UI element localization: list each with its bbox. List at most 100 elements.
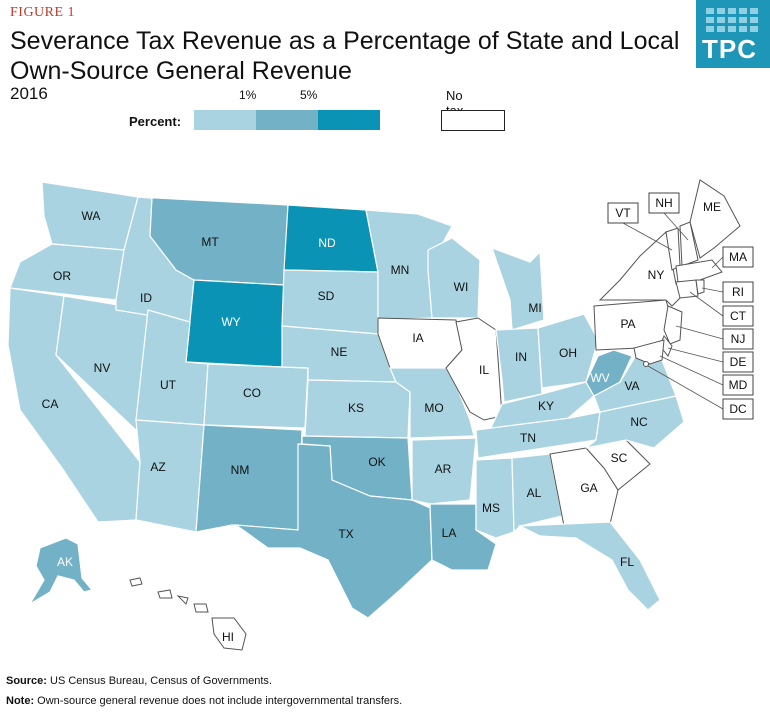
state-label-FL: FL xyxy=(620,555,634,569)
source-text: US Census Bureau, Census of Governments. xyxy=(50,675,272,687)
legend-swatch-low xyxy=(194,110,256,130)
legend-swatch-mid xyxy=(256,110,318,130)
state-IL[interactable] xyxy=(445,317,503,421)
state-label-NY: NY xyxy=(648,268,665,282)
callout-label-DE: DE xyxy=(730,355,747,369)
state-OR[interactable] xyxy=(9,243,125,301)
state-label-ID: ID xyxy=(140,291,152,305)
state-label-NV: NV xyxy=(94,361,111,375)
state-AR[interactable] xyxy=(411,437,477,505)
state-label-WV: WV xyxy=(590,371,609,385)
callout-line-CT xyxy=(689,291,724,317)
state-label-NM: NM xyxy=(231,463,250,477)
callout-line-NH xyxy=(663,212,689,241)
title-line-1: Severance Tax Revenue as a Percentage of… xyxy=(10,27,680,55)
legend-swatch-high xyxy=(318,110,380,130)
callout-box-DE xyxy=(722,351,754,373)
state-label-MI: MI xyxy=(528,301,541,315)
state-label-OH: OH xyxy=(559,346,577,360)
state-label-HI: HI xyxy=(222,630,234,644)
state-AK[interactable] xyxy=(29,537,94,605)
legend-swatch-none xyxy=(441,110,505,131)
state-label-AK: AK xyxy=(57,555,73,569)
title-line-2: Own-Source General Revenue xyxy=(10,57,352,85)
state-OH[interactable] xyxy=(537,313,599,389)
chart-subtitle-year: 2016 xyxy=(10,84,48,103)
callout-line-DC xyxy=(647,365,724,410)
state-ME[interactable] xyxy=(689,179,741,259)
footer-note: Note: Own-source general revenue does no… xyxy=(6,695,402,707)
state-label-SC: SC xyxy=(611,451,628,465)
state-FL[interactable] xyxy=(517,521,661,611)
callout-line-NJ xyxy=(675,325,724,340)
state-label-WY: WY xyxy=(221,315,240,329)
state-TX[interactable] xyxy=(233,443,433,619)
callout-box-VT xyxy=(607,202,639,224)
state-HI[interactable] xyxy=(129,577,247,651)
callout-box-MA xyxy=(722,246,754,268)
callout-box-NJ xyxy=(722,328,754,350)
state-WV[interactable] xyxy=(585,349,633,397)
callout-line-RI xyxy=(701,287,724,293)
state-label-ME: ME xyxy=(703,200,721,214)
state-label-IA: IA xyxy=(412,331,423,345)
callout-label-NH: NH xyxy=(655,196,672,210)
state-label-NE: NE xyxy=(331,345,348,359)
callout-label-RI: RI xyxy=(732,285,744,299)
callout-line-MA xyxy=(711,256,724,269)
state-label-CO: CO xyxy=(243,386,261,400)
state-WI[interactable] xyxy=(427,237,481,319)
state-IN[interactable] xyxy=(495,327,543,403)
state-MD[interactable] xyxy=(633,339,665,365)
callout-line-DE xyxy=(667,347,724,363)
state-label-MS: MS xyxy=(482,501,500,515)
state-label-MN: MN xyxy=(391,263,410,277)
state-label-CA: CA xyxy=(42,397,59,411)
tpc-logo: TPC xyxy=(696,0,770,68)
state-NM[interactable] xyxy=(195,424,303,533)
state-MS[interactable] xyxy=(475,457,515,539)
state-AZ[interactable] xyxy=(135,419,205,533)
state-label-NC: NC xyxy=(630,415,648,429)
state-label-AZ: AZ xyxy=(150,460,165,474)
state-KS[interactable] xyxy=(304,379,411,439)
state-DC[interactable] xyxy=(643,361,649,367)
state-label-AR: AR xyxy=(435,462,452,476)
state-callouts: VT NH MA RI CT NJ DE MD DC xyxy=(607,192,754,420)
callout-label-VT: VT xyxy=(615,206,631,220)
state-label-VA: VA xyxy=(624,379,639,393)
state-label-UT: UT xyxy=(160,378,177,392)
figure-label: FIGURE 1 xyxy=(10,5,76,20)
state-label-TN: TN xyxy=(520,431,536,445)
logo-text: TPC xyxy=(702,34,757,64)
callout-label-CT: CT xyxy=(730,309,747,323)
state-label-WA: WA xyxy=(82,209,101,223)
state-label-OK: OK xyxy=(368,455,385,469)
state-MA[interactable] xyxy=(675,259,723,283)
state-label-MO: MO xyxy=(424,401,443,415)
legend-tick-1pct: 1% xyxy=(239,88,257,102)
state-labels: WA OR CA NV ID MT WY UT CO AZ NM ND SD NE KS OK TX MN IA MO… xyxy=(42,200,721,644)
state-label-SD: SD xyxy=(318,289,335,303)
state-MI[interactable] xyxy=(491,246,545,331)
state-label-OR: OR xyxy=(53,269,71,283)
legend-label: Percent: xyxy=(129,114,182,129)
callout-label-MA: MA xyxy=(729,250,747,264)
callout-box-DC xyxy=(722,398,754,420)
callout-label-MD: MD xyxy=(729,378,748,392)
callout-box-MD xyxy=(722,374,754,396)
state-RI[interactable] xyxy=(695,279,705,295)
state-label-PA: PA xyxy=(620,317,635,331)
callout-box-RI xyxy=(722,281,754,303)
state-label-IL: IL xyxy=(479,363,489,377)
state-NH[interactable] xyxy=(679,221,699,267)
legend-tick-5pct: 5% xyxy=(300,88,318,102)
callout-line-MD xyxy=(659,355,724,386)
source-label: Source: xyxy=(6,675,47,687)
state-label-KY: KY xyxy=(538,399,554,413)
callout-label-DC: DC xyxy=(729,402,747,416)
state-label-ND: ND xyxy=(318,236,336,250)
state-AL[interactable] xyxy=(511,453,563,534)
state-label-IN: IN xyxy=(515,350,527,364)
state-NJ[interactable] xyxy=(663,305,683,345)
